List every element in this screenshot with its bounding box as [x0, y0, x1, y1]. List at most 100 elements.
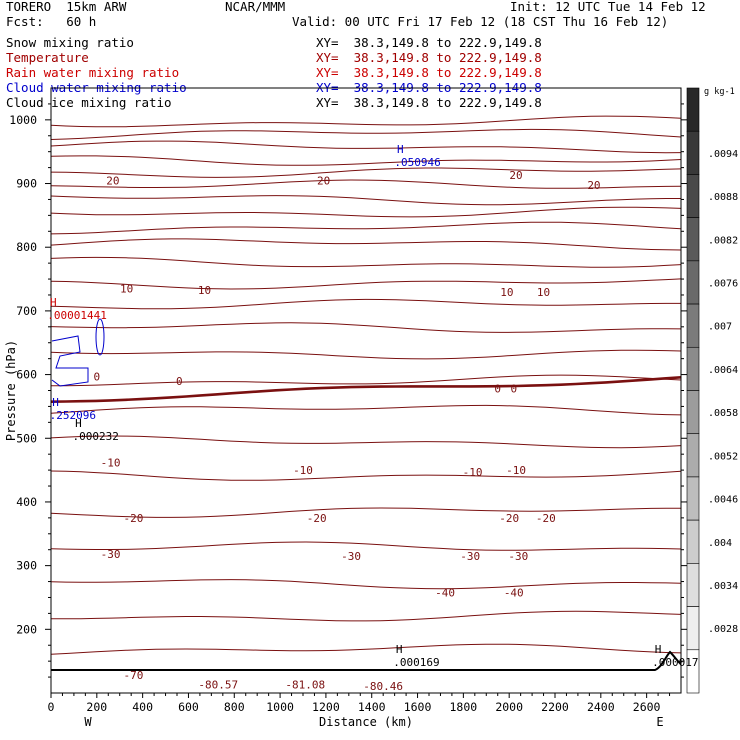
isotherm-line [50, 195, 681, 206]
field-xy-cloud-ice: XY= 38.3,149.8 to 222.9,149.8 [316, 95, 542, 110]
field-name-cloud-water: Cloud water mixing ratio [6, 80, 187, 95]
colorbar-label: .0088 [708, 192, 738, 203]
extremum-value: .000017 [652, 656, 698, 669]
field-xy-rain: XY= 38.3,149.8 to 222.9,149.8 [316, 65, 542, 80]
isotherm-label: -30 [508, 550, 528, 563]
east-label: E [656, 715, 663, 729]
y-tick-label: 800 [16, 240, 37, 254]
isotherm-label: -10 [463, 466, 483, 479]
colorbar-label: .0082 [708, 235, 738, 246]
colorbar-segment [686, 346, 700, 391]
colorbar-segment [686, 130, 700, 175]
isotherm-line [50, 610, 682, 622]
y-tick-label: 500 [16, 431, 37, 445]
colorbar-segment [686, 260, 700, 305]
x-tick-label: 600 [178, 700, 199, 714]
isotherm-line [50, 507, 681, 518]
isotherm-label: 0 [510, 383, 517, 396]
y-tick-label: 300 [16, 559, 37, 573]
extremum-value: .000169 [393, 656, 439, 669]
isotherm-label: 10 [500, 286, 513, 299]
colorbar-unit: g kg-1 [704, 87, 735, 97]
colorbar-segment [686, 390, 700, 435]
colorbar-segment [686, 217, 700, 262]
y-tick-label: 900 [16, 177, 37, 191]
isotherm-line [50, 140, 682, 154]
terrain-line [51, 650, 682, 671]
x-axis-label: Distance (km) [319, 715, 413, 729]
extremum-value: .00001441 [47, 309, 107, 322]
isotherm-label: -20 [307, 512, 327, 525]
isotherm-label: 0 [94, 370, 101, 383]
extremum-value: .252096 [50, 409, 96, 422]
isotherm-line [50, 278, 682, 290]
isotherm-line [50, 221, 682, 235]
field-name-temperature: Temperature [6, 50, 89, 65]
extremum-mark: H [397, 143, 404, 156]
isotherm-label: -80.46 [363, 680, 403, 693]
isotherm-line [50, 115, 682, 128]
x-tick-label: 1000 [266, 700, 294, 714]
extremum-mark: H [655, 643, 662, 656]
temperature-contours [50, 115, 682, 671]
isotherm-label: -10 [506, 464, 526, 477]
isotherm-line [50, 256, 682, 268]
colorbar-label: .0076 [708, 278, 738, 289]
west-label: W [84, 715, 92, 729]
colorbar-segment [686, 87, 700, 132]
colorbar-label: .0058 [708, 408, 738, 419]
isotherm-label: -20 [499, 512, 519, 525]
isotherm-label: 20 [587, 179, 600, 192]
y-tick-label: 600 [16, 368, 37, 382]
colorbar-segment [686, 606, 700, 651]
field-xy-temperature: XY= 38.3,149.8 to 222.9,149.8 [316, 50, 542, 65]
colorbar-label: .0094 [708, 149, 738, 160]
freezing-level-line [50, 376, 682, 403]
isotherm-label: 0 [176, 375, 183, 388]
colorbar-label: .0034 [708, 581, 738, 592]
y-axis-label: Pressure (hPa) [4, 340, 18, 441]
forecast-hour: Fcst: 60 h [6, 14, 97, 29]
isotherm-label: -20 [536, 512, 556, 525]
x-tick-label: 200 [86, 700, 107, 714]
isotherm-label: 0 [494, 383, 501, 396]
isotherm-label: -81.08 [285, 679, 325, 692]
extremum-mark: H [50, 296, 57, 309]
isotherm-label: 10 [198, 284, 211, 297]
model-title: TORERO 15km ARW [6, 0, 127, 14]
colorbar-segment [686, 303, 700, 348]
colorbar-label: .0028 [708, 624, 738, 635]
y-tick-label: 1000 [9, 113, 37, 127]
isotherm-line [50, 349, 682, 360]
isotherm-label: -70 [124, 669, 144, 682]
colorbar-segment [686, 433, 700, 478]
field-name-cloud-ice: Cloud ice mixing ratio [6, 95, 172, 110]
isotherm-label: -30 [101, 548, 121, 561]
x-tick-label: 0 [48, 700, 55, 714]
field-name-rain: Rain water mixing ratio [6, 65, 180, 80]
isotherm-line [50, 470, 682, 481]
isotherm-label: -30 [460, 550, 480, 563]
valid-time: Valid: 00 UTC Fri 17 Feb 12 (18 CST Thu … [292, 14, 669, 29]
isotherm-label: 20 [106, 174, 119, 187]
colorbar-segment [686, 649, 700, 694]
isotherm-line [50, 128, 682, 140]
init-time: Init: 12 UTC Tue 14 Feb 12 [510, 0, 706, 14]
isotherm-line [50, 541, 682, 551]
isotherm-line [50, 579, 682, 590]
extremum-mark: H [75, 417, 82, 430]
x-tick-label: 800 [224, 700, 245, 714]
isotherm-label: -10 [101, 456, 121, 469]
colorbar-segment [686, 476, 700, 521]
isotherm-line [50, 206, 682, 218]
extremum-value: .050946 [394, 156, 440, 169]
extremum-mark: H [396, 643, 403, 656]
y-tick-label: 400 [16, 495, 37, 509]
isotherm-line [51, 374, 682, 387]
x-tick-label: 2200 [541, 700, 569, 714]
isotherm-line [50, 322, 682, 333]
x-tick-label: 1600 [404, 700, 432, 714]
field-xy-snow: XY= 38.3,149.8 to 222.9,149.8 [316, 35, 542, 50]
